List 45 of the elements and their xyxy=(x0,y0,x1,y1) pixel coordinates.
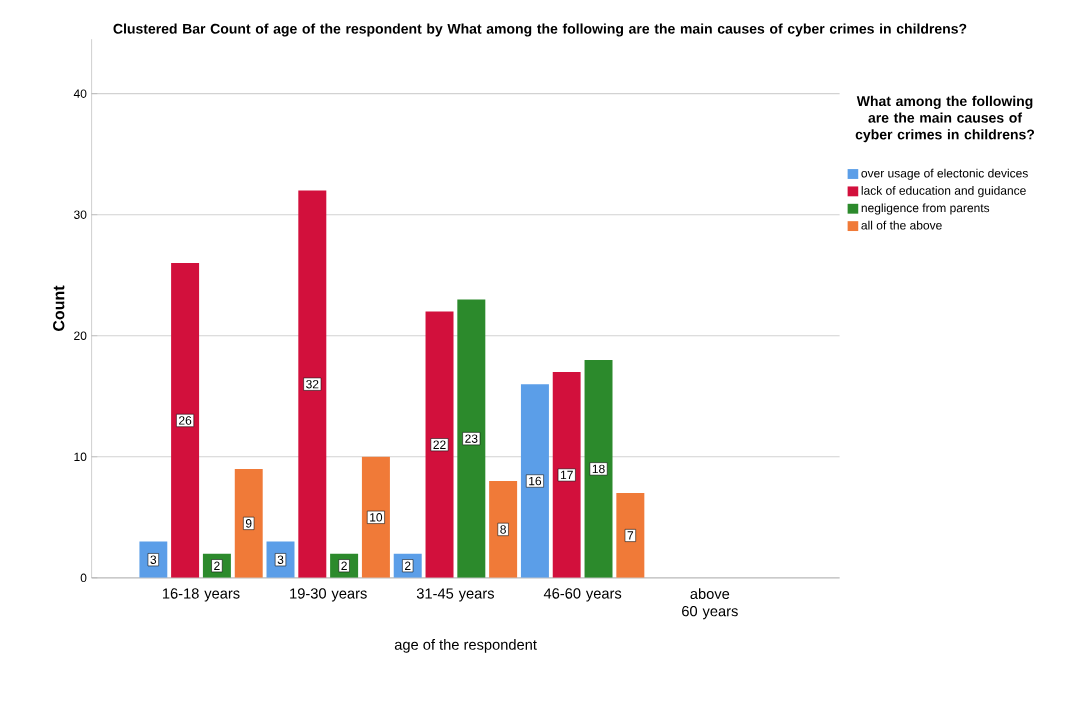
bar xyxy=(298,190,327,578)
legend-title: What among the following are the main causes of cyber crimes in childrens? xyxy=(855,95,1035,143)
x-tick-label: above 60 years xyxy=(682,588,738,620)
y-tick-label: 20 xyxy=(74,331,87,340)
data-label: 18 xyxy=(592,464,605,474)
data-label: 16 xyxy=(529,476,542,486)
chart-title: Clustered Bar Count of age of the respondent by What among the following are the main causes of cyber crimes in childrens? xyxy=(113,23,967,37)
data-label: 2 xyxy=(214,561,220,570)
data-label: 17 xyxy=(560,470,573,480)
legend-label: negligence from parents xyxy=(861,203,990,215)
x-tick-label: 46-60 years xyxy=(543,588,622,602)
x-tick-label: 31-45 years xyxy=(416,588,494,602)
bar xyxy=(361,456,390,578)
y-tick-label: 30 xyxy=(74,210,87,219)
legend-label: over usage of electonic devices xyxy=(861,168,1028,180)
data-label: 8 xyxy=(500,525,506,534)
data-label: 23 xyxy=(465,434,478,443)
y-tick-label: 0 xyxy=(80,573,87,583)
bar xyxy=(584,359,613,578)
bar xyxy=(616,493,645,578)
data-label: 3 xyxy=(150,555,157,564)
data-label: 9 xyxy=(245,519,252,528)
bar xyxy=(171,263,200,578)
y-tick-label: 40 xyxy=(73,89,87,98)
data-label: 22 xyxy=(433,440,446,449)
data-label: 10 xyxy=(370,513,383,522)
data-label: 2 xyxy=(341,561,347,570)
bar xyxy=(489,481,518,578)
y-axis-title: Count xyxy=(53,285,65,331)
data-label: 2 xyxy=(404,561,411,570)
data-label: 3 xyxy=(277,555,284,564)
legend-label: lack of education and guidance xyxy=(861,186,1026,198)
bar xyxy=(552,372,581,578)
bar xyxy=(425,311,454,578)
bar xyxy=(457,299,486,578)
legend-label: all of the above xyxy=(861,220,942,230)
data-label: 32 xyxy=(306,379,319,389)
x-axis-title: age of the respondent xyxy=(394,639,537,653)
data-label: 26 xyxy=(179,416,192,425)
bar xyxy=(520,384,549,578)
x-tick-label: 16-18 years xyxy=(162,588,240,602)
y-tick-label: 10 xyxy=(74,452,87,462)
x-tick-label: 19-30 years xyxy=(290,588,367,602)
data-label: 7 xyxy=(627,531,634,540)
bar xyxy=(234,468,263,578)
